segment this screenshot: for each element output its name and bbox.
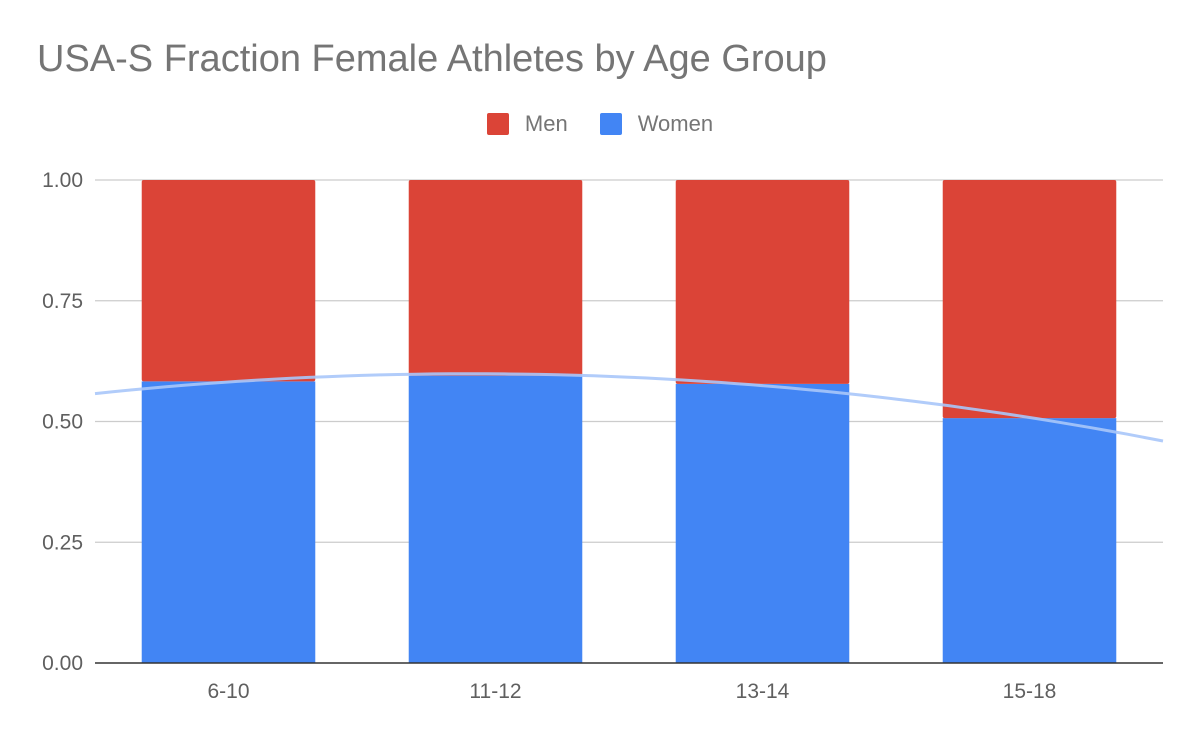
legend-swatch-men bbox=[486, 113, 509, 135]
bar-women-13-14 bbox=[675, 383, 850, 663]
legend: Men Women bbox=[0, 111, 1200, 137]
y-tick-label: 0.00 bbox=[42, 652, 83, 675]
y-tick-label: 0.50 bbox=[42, 411, 83, 434]
x-tick-label: 15-18 bbox=[1003, 680, 1057, 703]
chart-title: USA-S Fraction Female Athletes by Age Gr… bbox=[37, 38, 827, 80]
bar-men-13-14 bbox=[675, 180, 850, 384]
bar-men-15-18 bbox=[942, 180, 1117, 419]
legend-item-men: Men bbox=[486, 111, 568, 137]
trendline-layer bbox=[94, 372, 1164, 443]
y-tick-label: 0.75 bbox=[42, 290, 83, 313]
x-tick-label: 13-14 bbox=[736, 680, 790, 703]
bars bbox=[141, 180, 1117, 663]
legend-swatch-women bbox=[599, 113, 622, 135]
bar-women-15-18 bbox=[942, 418, 1117, 663]
bar-women-11-12 bbox=[408, 375, 583, 663]
bar-men-11-12 bbox=[408, 180, 583, 376]
x-tick-label: 6-10 bbox=[207, 680, 249, 703]
legend-item-women: Women bbox=[599, 111, 714, 137]
y-tick-label: 1.00 bbox=[42, 169, 83, 192]
legend-label-women: Women bbox=[637, 111, 714, 136]
legend-label-men: Men bbox=[524, 111, 568, 136]
bar-women-6-10 bbox=[141, 381, 316, 663]
x-tick-label: 11-12 bbox=[469, 680, 521, 703]
y-tick-label: 0.25 bbox=[42, 531, 83, 554]
bar-men-6-10 bbox=[141, 180, 316, 382]
axes: 0.00 0.25 0.50 0.75 1.00 6-10 11-12 13-14 15-18 bbox=[42, 169, 1163, 703]
trendline-women bbox=[94, 372, 1164, 443]
